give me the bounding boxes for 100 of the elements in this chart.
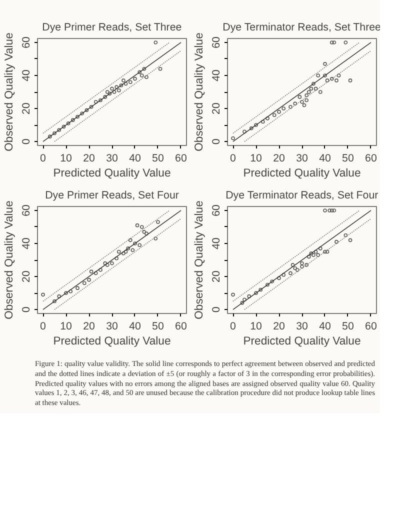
x-tick-label: 40 [319,152,331,164]
point [128,80,132,84]
y-tick-label: 0 [20,306,32,312]
point [154,236,158,240]
x-axis-title: Predicted Quality Value [53,168,171,180]
point [277,110,281,114]
point [318,90,322,94]
point [258,288,263,292]
point [307,254,311,259]
x-tick-label: 10 [60,152,72,164]
point [240,301,244,305]
point [76,286,80,290]
x-tick-label: 0 [230,152,236,164]
x-tick-label: 0 [230,320,236,332]
point [293,102,297,106]
point [277,276,281,280]
x-tick-label: 30 [106,320,118,332]
point [138,70,142,74]
point [300,261,304,266]
x-axis-title: Predicted Quality Value [53,336,171,348]
x-tick-label: 40 [319,320,331,332]
point [41,292,45,297]
x-tick-label: 40 [129,152,141,164]
point [52,131,56,136]
x-tick-label: 20 [83,320,96,332]
chart-title: Dye Primer Reads, Set Three [42,22,182,34]
point [300,100,304,104]
point [128,238,132,242]
point [309,86,314,91]
point [231,292,235,297]
point [288,104,292,109]
chart-title: Dye Terminator Reads, Set Four [226,190,379,202]
point [242,130,246,134]
x-axis-title: Predicted Quality Value [243,168,361,180]
point [112,90,116,94]
y-tick-label: 60 [20,204,32,216]
point [296,268,300,272]
point [94,271,98,276]
y-tick-label: 40 [210,237,222,250]
x-tick-label: 50 [152,152,164,164]
point [330,208,334,212]
point [114,256,118,260]
point [288,271,292,276]
point [247,294,252,298]
point [323,62,327,66]
y-tick-label: 0 [210,306,222,312]
point [52,299,56,304]
point [334,240,338,244]
point [57,128,62,132]
point [323,74,327,78]
point [334,78,338,82]
point [348,238,352,242]
point [89,270,94,274]
x-tick-label: 20 [273,320,286,332]
point [66,121,70,126]
point [328,208,332,212]
point [323,250,327,254]
point [82,281,86,286]
point [122,78,126,82]
point [304,93,308,98]
point [254,291,258,295]
point [332,40,336,44]
point [348,78,352,82]
point [117,88,121,92]
point [110,86,114,91]
x-tick-label: 0 [40,152,46,164]
y-tick-label: 20 [20,102,32,114]
x-tick-label: 30 [296,320,308,332]
point [250,126,254,130]
point [133,242,137,246]
y-tick-label: 20 [20,270,32,282]
point [344,233,348,238]
y-axis-title: Observed Quality Value [194,32,206,152]
point [254,123,258,127]
point [293,266,297,270]
x-tick-label: 20 [83,152,96,164]
point [300,264,304,268]
x-tick-label: 10 [250,152,262,164]
point [282,106,286,110]
y-axis-title: Observed Quality Value [194,200,206,320]
point [142,66,146,71]
point [231,136,235,140]
point [156,220,160,224]
point [124,250,128,254]
y-tick-label: 40 [210,69,222,82]
point [133,76,137,81]
point [270,280,274,284]
point [325,250,330,254]
point [98,268,102,272]
x-tick-label: 50 [342,152,354,164]
point [330,40,334,44]
x-tick-label: 10 [60,320,72,332]
point [126,246,130,250]
x-tick-label: 60 [175,152,187,164]
point [323,208,327,212]
chart-title: Dye Primer Reads, Set Four [45,190,180,202]
y-tick-label: 60 [210,36,222,48]
point [106,90,110,94]
point [144,232,148,236]
point [314,86,318,91]
